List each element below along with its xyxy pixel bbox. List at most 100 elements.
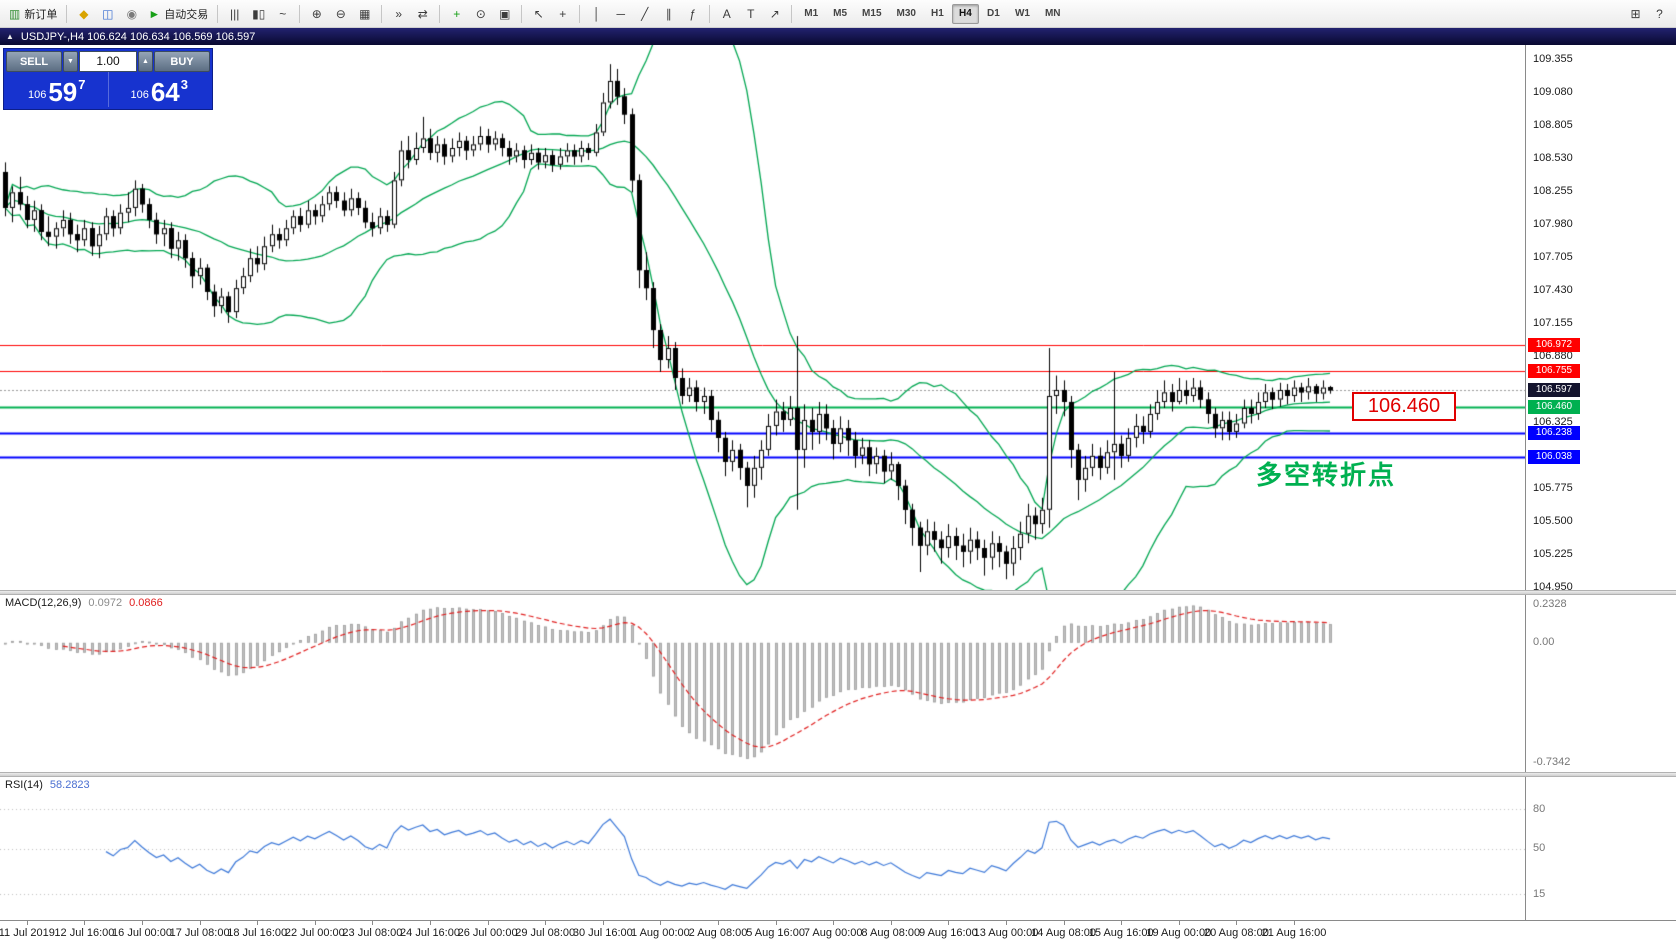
help-icon: ?	[1656, 6, 1663, 21]
zoom-out-icon: ⊖	[335, 6, 346, 21]
chart-shift-button[interactable]: ⇄	[411, 3, 434, 25]
panel-splitter-1[interactable]	[0, 590, 1676, 595]
channel-button[interactable]: ∥	[657, 3, 680, 25]
macd-name: MACD(12,26,9)	[5, 597, 82, 609]
autotrading-button-label: 自动交易	[164, 8, 209, 21]
label-icon: T	[747, 6, 755, 21]
text-annotation[interactable]: 多空转折点	[1256, 460, 1397, 490]
price-tick-label: 107.980	[1533, 218, 1573, 231]
time-label: 9 Aug 16:00	[919, 927, 978, 939]
rsi-level-label: 50	[1533, 842, 1546, 854]
price-tick-label: 107.705	[1533, 251, 1573, 264]
sell-price-prefix: 106	[27, 89, 47, 101]
fibonacci-button[interactable]: ƒ	[681, 3, 704, 25]
horizontal-line-button[interactable]: ─	[609, 3, 632, 25]
autotrading-button[interactable]: ► 自动交易	[144, 3, 212, 25]
time-tick	[891, 921, 892, 925]
timeframe-m30-button[interactable]: M30	[890, 4, 923, 24]
line-chart-icon: ~	[279, 6, 287, 21]
bar-chart-button[interactable]: |||	[223, 3, 246, 25]
time-tick	[776, 921, 777, 925]
new-order-button[interactable]: ▥ 新订单	[5, 3, 61, 25]
buy-button[interactable]: BUY	[154, 51, 210, 72]
time-label: 30 Jul 16:00	[572, 927, 633, 939]
price-tick-label: 105.225	[1533, 548, 1573, 561]
time-label: 8 Aug 08:00	[861, 927, 921, 939]
timeframe-h1-button[interactable]: H1	[924, 4, 951, 24]
time-tick	[315, 921, 316, 925]
help-button[interactable]: ?	[1648, 3, 1671, 25]
community-button[interactable]: ◉	[120, 3, 143, 25]
time-label: 18 Jul 16:00	[227, 927, 288, 939]
macd-axis[interactable]: 0.2328 0.00 -0.7342	[1525, 595, 1676, 772]
rsi-canvas[interactable]	[0, 777, 1525, 920]
volume-input[interactable]: 1.00	[79, 51, 137, 72]
timeframe-m1-button[interactable]: M1	[797, 4, 825, 24]
price-tick-label: 109.080	[1533, 86, 1573, 99]
candlestick-icon: ▮▯	[252, 6, 266, 21]
auto-scroll-button[interactable]: »	[387, 3, 410, 25]
timeframe-m15-button[interactable]: M15	[855, 4, 888, 24]
time-label: 29 Jul 08:00	[515, 927, 576, 939]
panel-splitter-2[interactable]	[0, 772, 1676, 777]
tile-windows-button[interactable]: ▦	[353, 3, 376, 25]
candlestick-chart-button[interactable]: ▮▯	[247, 3, 270, 25]
indicators-button[interactable]: +	[445, 3, 468, 25]
zoom-in-button[interactable]: ⊕	[305, 3, 328, 25]
metaeditor-button[interactable]: ◆	[72, 3, 95, 25]
horizontal-line-icon: ─	[616, 6, 625, 21]
vertical-line-button[interactable]: │	[585, 3, 608, 25]
buy-price-big: 64	[150, 77, 180, 107]
crosshair-button[interactable]: +	[551, 3, 574, 25]
timeframe-w1-button[interactable]: W1	[1008, 4, 1037, 24]
sell-price[interactable]: 106 59 7	[6, 72, 108, 107]
time-tick	[142, 921, 143, 925]
new-order-button-label: 新订单	[24, 8, 58, 21]
rsi-axis[interactable]: 80 50 15	[1525, 777, 1676, 920]
channel-icon: ∥	[665, 6, 672, 21]
trendline-button[interactable]: ╱	[633, 3, 656, 25]
price-tick-label: 109.355	[1533, 53, 1573, 66]
buy-price[interactable]: 106 64 3	[107, 72, 211, 107]
time-tick	[372, 921, 373, 925]
sell-button[interactable]: SELL	[6, 51, 62, 72]
time-tick	[718, 921, 719, 925]
trade-panel-toggle-icon[interactable]: ▲	[6, 32, 14, 41]
vertical-line-icon: │	[592, 6, 601, 21]
zoom-out-button[interactable]: ⊖	[329, 3, 352, 25]
print-button[interactable]: ⊞	[1624, 3, 1647, 25]
text-button[interactable]: A	[715, 3, 738, 25]
volume-decrease-button[interactable]: ▼	[63, 51, 78, 72]
price-annotation-box[interactable]: 106.460	[1352, 392, 1456, 421]
cursor-button[interactable]: ↖	[527, 3, 550, 25]
toolbar-separator	[381, 4, 383, 23]
main-chart-canvas[interactable]	[0, 45, 1525, 590]
trade-panel-prices: 106 59 7 106 64 3	[6, 72, 210, 107]
arrows-button[interactable]: ↗	[763, 3, 786, 25]
macd-canvas[interactable]	[0, 595, 1525, 772]
market-watch-button[interactable]: ◫	[96, 3, 119, 25]
text-label-button[interactable]: T	[739, 3, 762, 25]
periods-button[interactable]: ⊙	[469, 3, 492, 25]
time-label: 14 Aug 08:00	[1031, 927, 1097, 939]
zoom-in-icon: ⊕	[311, 6, 322, 21]
time-label: 17 Jul 08:00	[169, 927, 230, 939]
time-tick	[948, 921, 949, 925]
macd-zero-label: 0.00	[1533, 636, 1555, 649]
templates-button[interactable]: ▣	[493, 3, 516, 25]
arrow-shapes-icon: ↗	[769, 6, 780, 21]
volume-increase-button[interactable]: ▲	[138, 51, 153, 72]
line-chart-button[interactable]: ~	[271, 3, 294, 25]
buy-price-prefix: 106	[130, 89, 149, 101]
price-axis[interactable]: 109.355 109.080 108.805 108.530 108.255 107.9…	[1525, 45, 1676, 590]
timeframe-mn-button[interactable]: MN	[1038, 4, 1068, 24]
price-tick-label: 106.880	[1533, 349, 1573, 362]
market-watch-icon: ◫	[102, 6, 114, 21]
timeframe-m5-button[interactable]: M5	[826, 4, 854, 24]
hline-price-badge: 106.972	[1528, 338, 1580, 353]
timeframe-d1-button[interactable]: D1	[980, 4, 1007, 24]
hline-price-badge: 106.460	[1528, 399, 1580, 414]
timeframe-h4-button[interactable]: H4	[951, 3, 979, 24]
time-axis[interactable]: 11 Jul 2019 12 Jul 16:00 16 Jul 00:00 17 Ju…	[0, 920, 1676, 946]
template-icon: ▣	[499, 6, 511, 21]
